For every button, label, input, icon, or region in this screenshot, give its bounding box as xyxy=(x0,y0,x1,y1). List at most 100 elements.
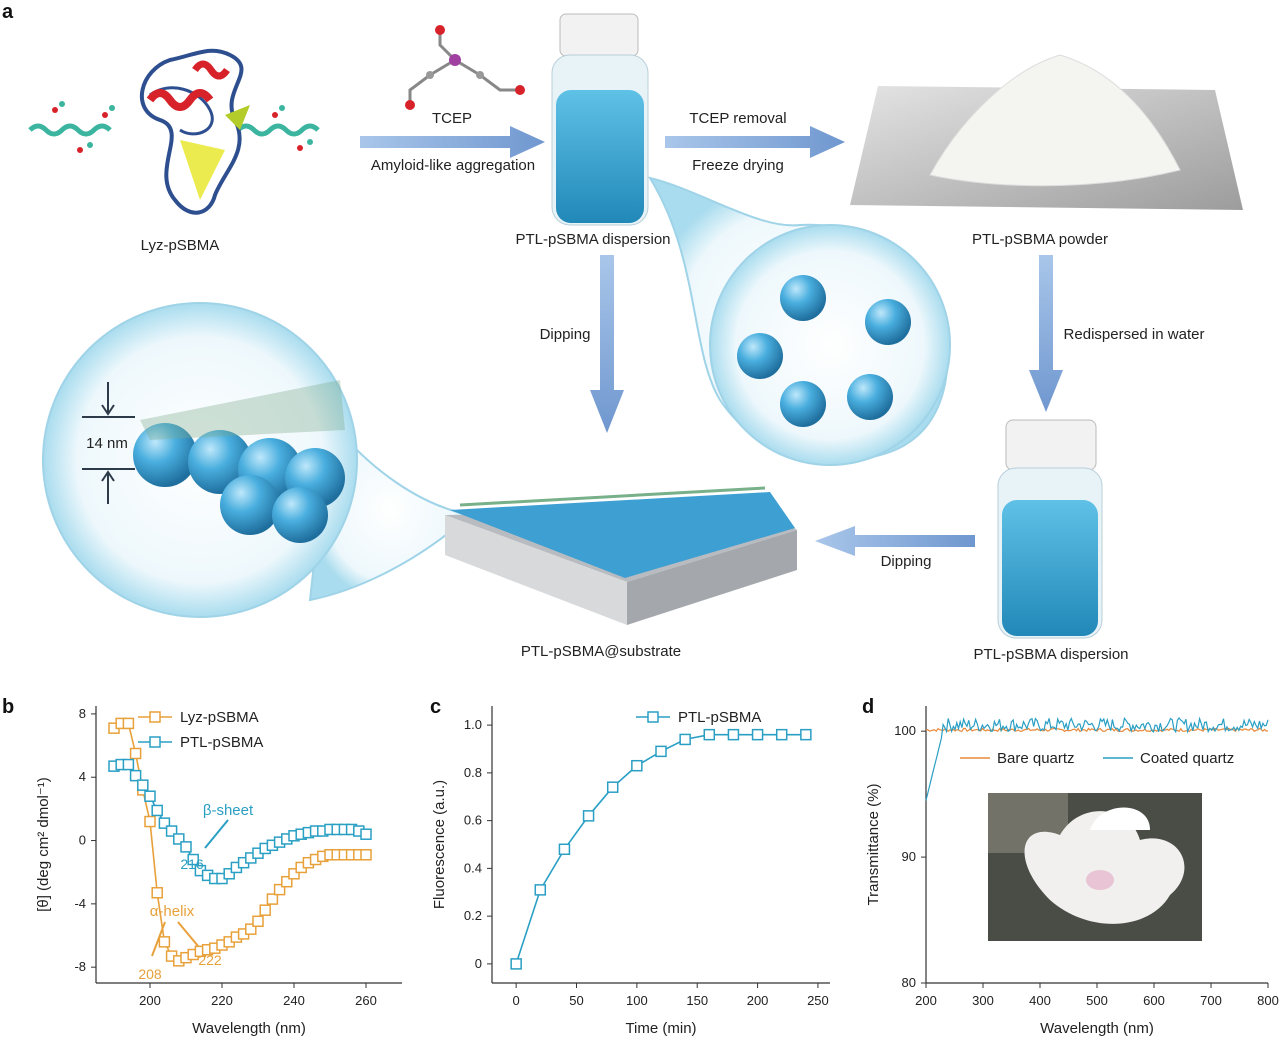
data-point xyxy=(558,843,571,856)
x-tick-label: 200 xyxy=(747,993,769,1008)
x-tick-label: 150 xyxy=(686,993,708,1008)
chart-c: 0 50 100 150 200 250 0 0.2 0.4 0.6 0.8 1.0 Time (min… xyxy=(431,706,830,1037)
data-point xyxy=(288,868,300,880)
data-point xyxy=(273,883,286,896)
legend-marker xyxy=(149,736,161,748)
powder-illustration xyxy=(850,54,1243,210)
y-tick-label: 4 xyxy=(79,769,86,784)
x-tick-label: 400 xyxy=(1029,993,1051,1008)
beta-sheet-annotation: β-sheet xyxy=(203,802,254,819)
data-point xyxy=(165,825,178,837)
data-point xyxy=(158,817,171,829)
alpha-helix-annotation: α-helix xyxy=(150,903,195,920)
alpha-position-208: 208 xyxy=(138,966,162,982)
data-point xyxy=(151,887,163,899)
data-point xyxy=(129,747,142,760)
x-tick-label: 0 xyxy=(513,993,520,1008)
data-point xyxy=(360,849,372,861)
dipping-left-label: Dipping xyxy=(881,553,932,570)
data-point xyxy=(137,779,149,791)
chart-b: 200 220 240 260 -8 -4 0 4 8 Wavelength (nm) [θ] (d… xyxy=(35,706,402,1037)
panel-a-letter: a xyxy=(2,1,14,23)
data-point xyxy=(727,728,740,741)
data-point xyxy=(259,904,271,916)
data-point xyxy=(245,923,257,935)
y-tick-label: 0 xyxy=(475,956,482,971)
x-tick-label: 300 xyxy=(972,993,994,1008)
arrow-dipping-down xyxy=(590,255,624,433)
tcep-molecule xyxy=(405,25,525,110)
alpha-position-222: 222 xyxy=(198,952,222,968)
dispersion-top-label: PTL-pSBMA dispersion xyxy=(515,231,670,248)
powder-label: PTL-pSBMA powder xyxy=(972,231,1108,248)
data-point xyxy=(534,884,547,896)
data-point xyxy=(800,728,812,741)
y-tick-label: -8 xyxy=(74,959,86,974)
coating-spheres xyxy=(133,380,345,543)
data-point xyxy=(173,833,185,845)
data-point xyxy=(129,769,142,782)
data-point xyxy=(703,728,716,741)
data-point xyxy=(510,958,522,970)
aggregation-label: Amyloid-like aggregation xyxy=(371,157,535,174)
x-tick-label: 600 xyxy=(1143,993,1165,1008)
data-point xyxy=(187,853,199,866)
coated-substrate xyxy=(445,486,797,625)
legend-label: Lyz-pSBMA xyxy=(180,709,259,726)
x-tick-label: 250 xyxy=(807,993,829,1008)
data-point xyxy=(631,759,643,772)
redispersed-label: Redispersed in water xyxy=(1064,326,1205,343)
data-point xyxy=(223,868,235,880)
dispersion-jar-bottom xyxy=(997,419,1103,639)
x-tick-label: 50 xyxy=(569,993,583,1008)
thickness-marker xyxy=(82,382,135,504)
y-axis-label: Fluorescence (a.u.) xyxy=(431,780,448,909)
dispersion-jar-top xyxy=(551,13,649,226)
arrow-aggregation xyxy=(360,126,545,158)
x-tick-label: 500 xyxy=(1086,993,1108,1008)
thickness-label: 14 nm xyxy=(86,435,128,452)
panel-c: c 0 50 100 150 200 250 0 0.2 0.4 0.6 0.8 1.0 Time (m… xyxy=(430,696,830,1037)
panel-b-letter: b xyxy=(2,696,14,718)
panel-d-letter: d xyxy=(862,696,874,718)
legend-label: Bare quartz xyxy=(997,750,1075,767)
data-point xyxy=(606,781,619,793)
x-axis-label: Time (min) xyxy=(625,1020,696,1037)
data-point xyxy=(158,936,171,948)
panel-d: d 200 300 400 500 600 700 800 80 90 100 Wavelength… xyxy=(862,696,1279,1037)
data-point xyxy=(679,733,691,746)
data-point xyxy=(281,875,293,888)
y-axis-label: [θ] (deg cm² dmol⁻¹) xyxy=(35,777,52,912)
y-tick-label: 80 xyxy=(902,975,916,990)
legend-marker xyxy=(647,711,659,723)
x-axis-label: Wavelength (nm) xyxy=(192,1020,306,1037)
legend-label: PTL-pSBMA xyxy=(180,734,263,751)
dispersion-bottom-label: PTL-pSBMA dispersion xyxy=(973,646,1128,663)
x-tick-label: 800 xyxy=(1257,993,1279,1008)
arrow-redispersed xyxy=(1029,255,1063,412)
y-tick-label: 0.2 xyxy=(464,908,482,923)
substrate-label: PTL-pSBMA@substrate xyxy=(521,643,681,660)
y-tick-label: 8 xyxy=(79,706,86,721)
x-tick-label: 200 xyxy=(915,993,937,1008)
panel-a: a Lyz-pSBMA TCEP Amyloid-l xyxy=(2,1,1243,663)
arrow-dipping-left xyxy=(815,526,975,556)
y-tick-label: 100 xyxy=(894,723,916,738)
data-point xyxy=(252,915,264,928)
x-tick-label: 100 xyxy=(626,993,648,1008)
legend-marker xyxy=(149,711,161,723)
lyz-label: Lyz-pSBMA xyxy=(141,237,220,254)
data-point xyxy=(122,717,135,730)
data-point xyxy=(266,893,279,905)
y-tick-label: 0.8 xyxy=(464,765,482,780)
data-point xyxy=(582,810,595,822)
x-axis-label: Wavelength (nm) xyxy=(1040,1020,1154,1037)
beta-position-label: 216 xyxy=(180,856,204,872)
panel-c-letter: c xyxy=(430,696,441,718)
nanoparticle-spheres xyxy=(737,275,911,427)
x-tick-label: 200 xyxy=(139,993,161,1008)
chart-d: 200 300 400 500 600 700 800 80 90 100 Wavelength (… xyxy=(865,706,1279,1037)
arrow-freeze-drying xyxy=(665,126,845,158)
series-line-Coated quartz xyxy=(925,716,1269,801)
